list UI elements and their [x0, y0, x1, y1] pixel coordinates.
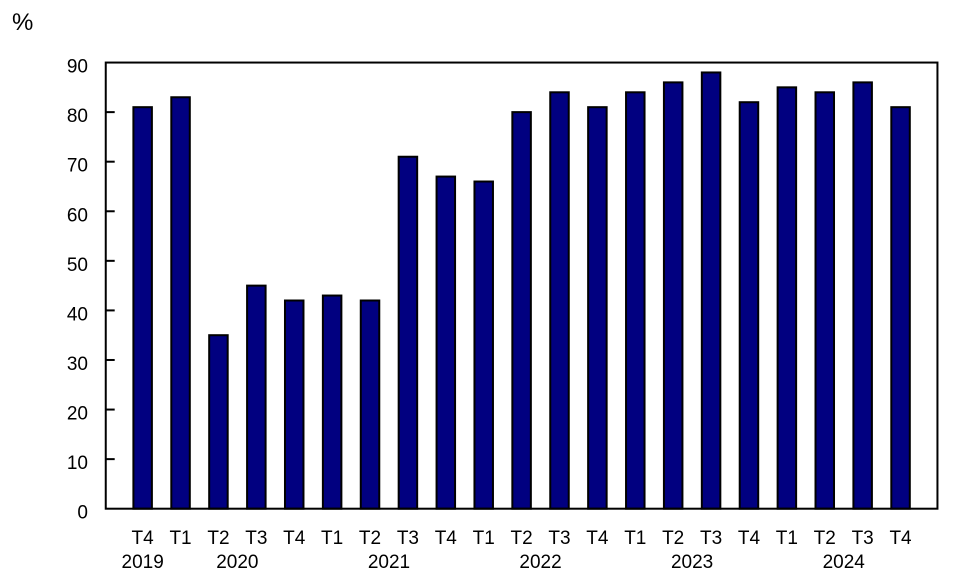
svg-text:%: %: [12, 9, 33, 36]
svg-text:T1: T1: [321, 528, 343, 549]
svg-text:T3: T3: [245, 528, 267, 549]
svg-text:T4: T4: [435, 528, 458, 549]
svg-text:T3: T3: [397, 528, 419, 549]
svg-text:2020: 2020: [216, 552, 258, 573]
svg-text:T3: T3: [700, 528, 722, 549]
svg-text:T4: T4: [586, 528, 609, 549]
svg-text:T3: T3: [852, 528, 874, 549]
svg-text:40: 40: [67, 304, 88, 325]
svg-text:T4: T4: [283, 528, 306, 549]
svg-text:T2: T2: [359, 528, 381, 549]
svg-text:20: 20: [67, 404, 88, 425]
svg-text:10: 10: [67, 453, 88, 474]
svg-text:T1: T1: [624, 528, 646, 549]
svg-text:80: 80: [67, 106, 88, 127]
svg-text:2019: 2019: [122, 552, 164, 573]
svg-text:T1: T1: [169, 528, 191, 549]
svg-text:T4: T4: [132, 528, 155, 549]
svg-text:T1: T1: [473, 528, 495, 549]
svg-text:2021: 2021: [368, 552, 410, 573]
svg-text:T3: T3: [548, 528, 570, 549]
svg-text:50: 50: [67, 255, 88, 276]
svg-text:0: 0: [77, 503, 88, 524]
svg-text:T2: T2: [662, 528, 684, 549]
svg-text:T2: T2: [207, 528, 229, 549]
svg-text:2023: 2023: [671, 552, 713, 573]
svg-text:T4: T4: [889, 528, 912, 549]
svg-text:2022: 2022: [519, 552, 561, 573]
svg-text:90: 90: [67, 57, 88, 78]
svg-text:70: 70: [67, 156, 88, 177]
svg-text:T2: T2: [814, 528, 836, 549]
svg-text:T2: T2: [511, 528, 533, 549]
svg-text:T4: T4: [738, 528, 761, 549]
svg-text:60: 60: [67, 205, 88, 226]
svg-text:30: 30: [67, 354, 88, 375]
svg-text:T1: T1: [776, 528, 798, 549]
svg-text:2024: 2024: [823, 552, 866, 573]
